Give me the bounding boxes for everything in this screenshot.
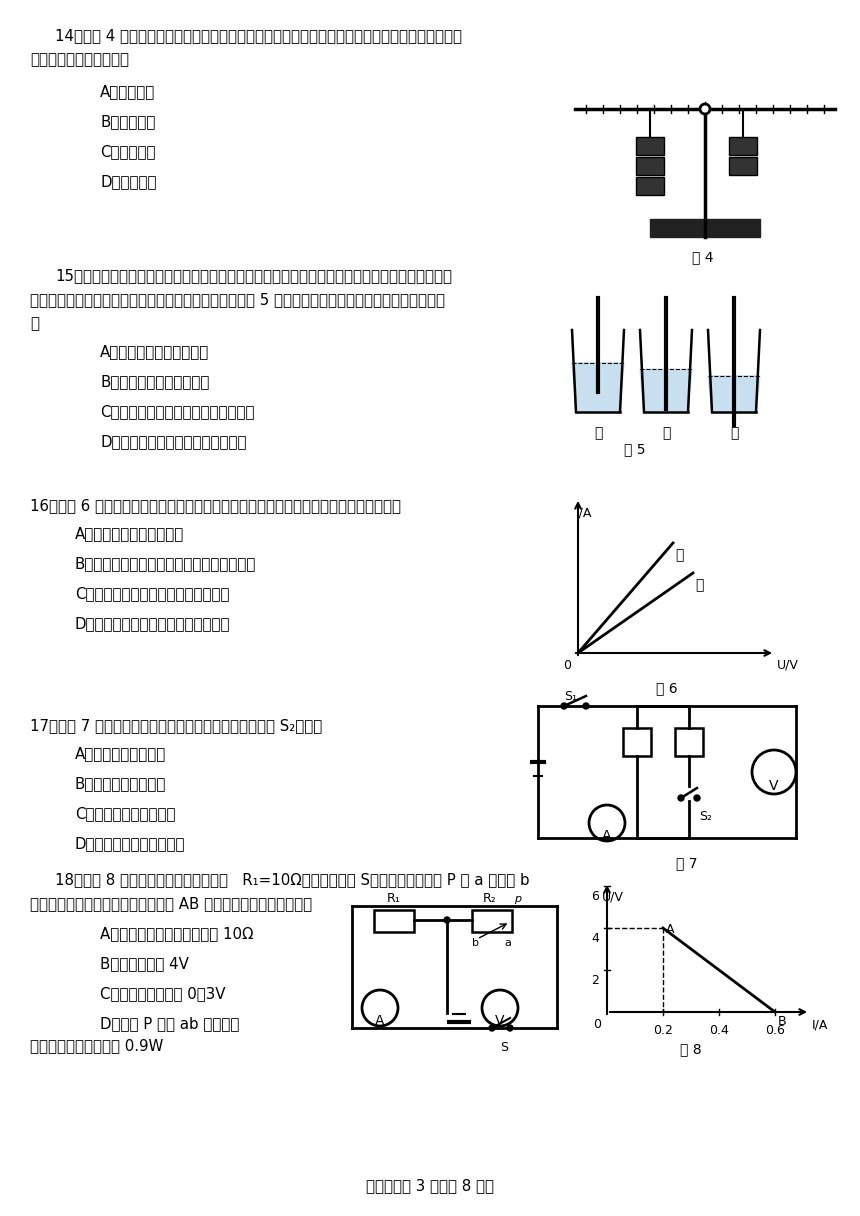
Text: D．滑片 P 滑到 ab 中点时，: D．滑片 P 滑到 ab 中点时， bbox=[100, 1017, 239, 1031]
Bar bbox=[636, 157, 664, 175]
Text: 0.2: 0.2 bbox=[653, 1024, 673, 1037]
Text: A: A bbox=[602, 829, 611, 843]
Circle shape bbox=[444, 917, 450, 923]
Text: 18．如图 8 所示，电源电压保持不变，   R₁=10Ω，当闭合开关 S，滑动变阻器滑片 P 从 a 端移到 b: 18．如图 8 所示，电源电压保持不变， R₁=10Ω，当闭合开关 S，滑动变阻… bbox=[55, 872, 530, 886]
Text: B．通过甲的电流跟加在它两端的电压成反比: B．通过甲的电流跟加在它两端的电压成反比 bbox=[75, 556, 256, 572]
Text: 2: 2 bbox=[591, 974, 599, 987]
Bar bbox=[374, 910, 414, 931]
Text: 0.4: 0.4 bbox=[709, 1024, 729, 1037]
Polygon shape bbox=[640, 370, 692, 412]
Circle shape bbox=[489, 1025, 495, 1031]
Bar bbox=[623, 728, 651, 756]
Text: a: a bbox=[504, 938, 511, 948]
Text: 图 4: 图 4 bbox=[692, 250, 714, 264]
Text: 物理试题第 3 页（共 8 页）: 物理试题第 3 页（共 8 页） bbox=[366, 1178, 494, 1193]
Text: S₁: S₁ bbox=[564, 689, 578, 703]
Bar bbox=[729, 137, 757, 154]
Text: C．当甲、乙并联时，甲的电功率较大: C．当甲、乙并联时，甲的电功率较大 bbox=[75, 586, 230, 601]
Text: p: p bbox=[514, 894, 521, 903]
Circle shape bbox=[482, 990, 518, 1026]
Text: 端，两电表示数变化关系用图中线段 AB 表示。则下面说法正确的是: 端，两电表示数变化关系用图中线段 AB 表示。则下面说法正确的是 bbox=[30, 896, 312, 911]
Bar bbox=[650, 219, 760, 237]
Text: R₁: R₁ bbox=[387, 893, 401, 905]
Circle shape bbox=[362, 990, 398, 1026]
Circle shape bbox=[561, 703, 567, 709]
Text: D．无法判断: D．无法判断 bbox=[100, 174, 157, 188]
Text: A．甲的电阻大于乙的电阻: A．甲的电阻大于乙的电阻 bbox=[75, 527, 184, 541]
Text: 0: 0 bbox=[563, 659, 571, 672]
Text: D．用它测出乙杯中的液体密度最小: D．用它测出乙杯中的液体密度最小 bbox=[100, 434, 247, 449]
Bar bbox=[472, 910, 512, 931]
Text: I/A: I/A bbox=[576, 506, 593, 519]
Text: U/V: U/V bbox=[777, 659, 799, 672]
Text: A: A bbox=[666, 923, 674, 936]
Circle shape bbox=[589, 805, 625, 841]
Text: B．右端下降: B．右端下降 bbox=[100, 114, 156, 129]
Bar bbox=[675, 728, 703, 756]
Circle shape bbox=[507, 1025, 513, 1031]
Text: 4: 4 bbox=[591, 931, 599, 945]
Text: 17．如图 7 所示的电路中，电源电压保持不变，闭合开关 S₂后，则: 17．如图 7 所示的电路中，电源电压保持不变，闭合开关 S₂后，则 bbox=[30, 717, 322, 733]
Bar bbox=[636, 178, 664, 195]
Bar bbox=[729, 157, 757, 175]
Text: 丙: 丙 bbox=[730, 426, 738, 440]
Text: D．电路消耗的总功率变小: D．电路消耗的总功率变小 bbox=[75, 837, 186, 851]
Text: S: S bbox=[500, 1041, 508, 1054]
Text: C．用它可以比较不同液体密度的大小: C．用它可以比较不同液体密度的大小 bbox=[100, 404, 255, 420]
Circle shape bbox=[752, 750, 796, 794]
Text: 器，将它分别放在盛有不同液体杯中，静止时的情景如图 5 所示。对于这个土仪器，下列说法不正确的: 器，将它分别放在盛有不同液体杯中，静止时的情景如图 5 所示。对于这个土仪器，下… bbox=[30, 292, 445, 306]
Text: C．仍然平衡: C．仍然平衡 bbox=[100, 143, 156, 159]
Text: 是: 是 bbox=[30, 316, 39, 331]
Text: R₂: R₂ bbox=[483, 893, 497, 905]
Text: 甲: 甲 bbox=[593, 426, 602, 440]
Text: V: V bbox=[495, 1014, 505, 1028]
Text: 0: 0 bbox=[593, 1018, 601, 1031]
Text: 6: 6 bbox=[591, 890, 599, 903]
Polygon shape bbox=[572, 362, 624, 412]
Bar bbox=[636, 137, 664, 154]
Text: 滑动变阻器的电功率是 0.9W: 滑动变阻器的电功率是 0.9W bbox=[30, 1038, 163, 1053]
Text: U/V: U/V bbox=[602, 890, 624, 903]
Text: S₂: S₂ bbox=[699, 810, 712, 823]
Text: B．电源电压是 4V: B．电源电压是 4V bbox=[100, 956, 189, 972]
Text: 图 6: 图 6 bbox=[656, 681, 678, 696]
Text: V: V bbox=[769, 779, 779, 793]
Circle shape bbox=[678, 795, 684, 801]
Circle shape bbox=[583, 703, 589, 709]
Text: I/A: I/A bbox=[812, 1018, 828, 1031]
Text: 0.6: 0.6 bbox=[765, 1024, 785, 1037]
Text: A．运用了二力平衡的知识: A．运用了二力平衡的知识 bbox=[100, 344, 209, 359]
Text: C．电压表的接线是 0－3V: C．电压表的接线是 0－3V bbox=[100, 986, 225, 1001]
Text: 甲: 甲 bbox=[675, 548, 684, 562]
Polygon shape bbox=[708, 376, 760, 412]
Text: A．滑动变阻器的最大阻值是 10Ω: A．滑动变阻器的最大阻值是 10Ω bbox=[100, 927, 254, 941]
Text: 16．如图 6 所示是甲、乙两电阻的电流与电压的关系图像，以下的几种分析中，正确的是: 16．如图 6 所示是甲、乙两电阻的电流与电压的关系图像，以下的几种分析中，正确… bbox=[30, 499, 401, 513]
Text: B．运用了物体的漂浮条件: B．运用了物体的漂浮条件 bbox=[100, 375, 209, 389]
Text: 14．如图 4 所示，在调节平衡后的杠杆两侧，分别挂上相同规格的钩码，杠杆处于平衡状态。如果: 14．如图 4 所示，在调节平衡后的杠杆两侧，分别挂上相同规格的钩码，杠杆处于平… bbox=[55, 28, 462, 43]
Text: A．电压表的示数变大: A．电压表的示数变大 bbox=[75, 745, 166, 761]
Text: A．左端下降: A．左端下降 bbox=[100, 84, 156, 98]
Text: B: B bbox=[778, 1015, 787, 1028]
Text: 乙: 乙 bbox=[662, 426, 670, 440]
Circle shape bbox=[694, 795, 700, 801]
Text: 图 7: 图 7 bbox=[676, 856, 697, 869]
Circle shape bbox=[700, 105, 710, 114]
Text: 乙: 乙 bbox=[695, 578, 703, 592]
Text: 图 8: 图 8 bbox=[680, 1042, 702, 1055]
Text: 两侧各去掉一个钩码，则: 两侧各去掉一个钩码，则 bbox=[30, 52, 129, 67]
Text: b: b bbox=[472, 938, 479, 948]
Text: A: A bbox=[375, 1014, 384, 1028]
Text: 15．将适量的橡皮泥黏在铅笔的一端（能使铅笔竖直浮在液体中），这就制成了一个很有用的土仪: 15．将适量的橡皮泥黏在铅笔的一端（能使铅笔竖直浮在液体中），这就制成了一个很有… bbox=[55, 268, 452, 283]
Text: C．电路中的总电阻变大: C．电路中的总电阻变大 bbox=[75, 806, 175, 821]
Text: 图 5: 图 5 bbox=[624, 441, 646, 456]
Text: D．当甲、乙串联时，甲的电功率较大: D．当甲、乙串联时，甲的电功率较大 bbox=[75, 617, 230, 631]
Text: B．电流表的示数变大: B．电流表的示数变大 bbox=[75, 776, 166, 790]
